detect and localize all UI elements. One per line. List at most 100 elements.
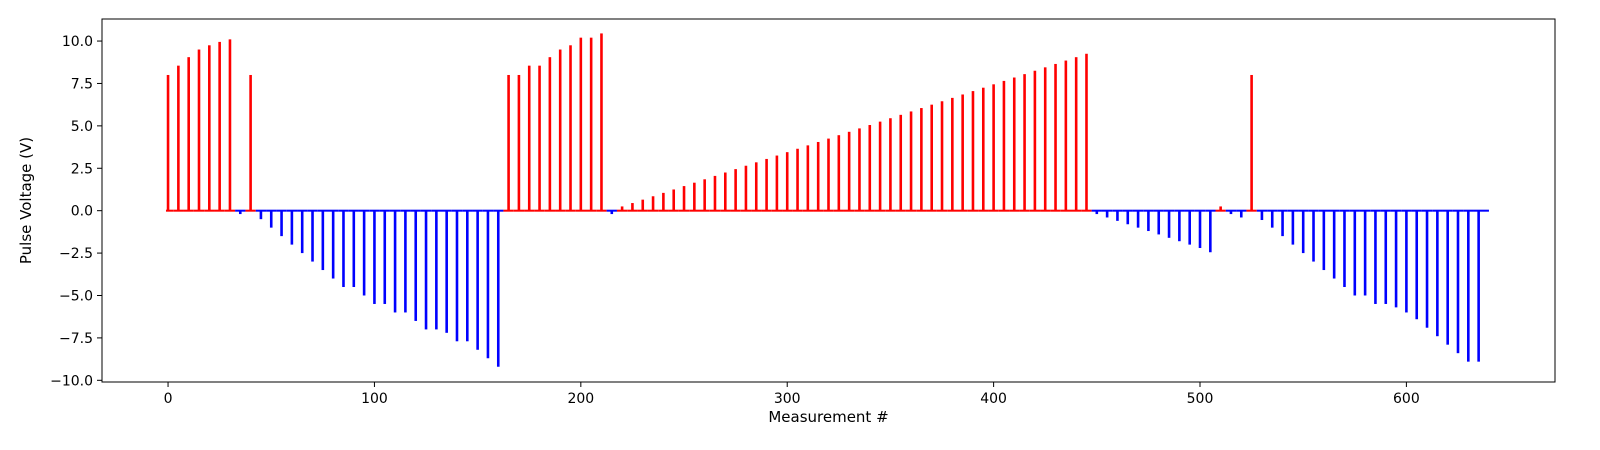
pulse-bar-38 — [558, 49, 562, 211]
pulse-bar-115 — [1353, 210, 1357, 296]
pulse-bar-125 — [1456, 210, 1460, 354]
pulse-bar-43 — [610, 210, 614, 215]
pulse-bar-64 — [827, 138, 830, 211]
pulse-bar-122 — [1425, 210, 1429, 328]
pulse-bar-81 — [1002, 80, 1006, 211]
pulse-bar-106 — [1260, 210, 1264, 221]
y-tick-label-4: 0.0 — [71, 204, 93, 220]
x-tick-label-3: 300 — [774, 391, 801, 407]
pulse-bar-70 — [889, 118, 892, 211]
x-tick-label-5: 500 — [1187, 391, 1214, 407]
pulse-bar-14 — [311, 210, 314, 262]
pulse-bar-100 — [1198, 210, 1202, 248]
pulse-bar-88 — [1074, 57, 1078, 211]
pulse-bar-111 — [1312, 210, 1315, 262]
pulse-bar-37 — [548, 57, 552, 211]
bar-layer — [166, 33, 1480, 367]
pulse-bar-40 — [579, 37, 583, 211]
x-tick-label-2: 200 — [567, 391, 594, 407]
pulse-bar-5 — [218, 41, 221, 211]
pulse-bar-22 — [393, 210, 397, 313]
pulse-bar-0 — [166, 74, 170, 211]
pulse-bar-105 — [1250, 74, 1253, 211]
pulse-bar-63 — [816, 141, 820, 211]
pulse-bar-4 — [208, 45, 211, 211]
pulse-bar-77 — [961, 94, 964, 211]
pulse-bar-97 — [1167, 210, 1171, 238]
pulse-bar-12 — [290, 210, 294, 245]
pulse-bar-94 — [1136, 210, 1140, 228]
y-tick-label-7: 7.5 — [71, 76, 93, 92]
pulse-bar-16 — [331, 210, 335, 279]
pulse-bar-92 — [1116, 210, 1119, 221]
pulse-bar-54 — [724, 172, 727, 211]
pulse-bar-82 — [1012, 77, 1016, 211]
pulse-bar-66 — [847, 131, 851, 211]
y-tick-label-0: −10.0 — [50, 373, 93, 389]
pulse-bar-95 — [1147, 210, 1150, 232]
x-tick-label-1: 100 — [361, 391, 388, 407]
pulse-bar-13 — [300, 210, 304, 254]
pulse-bar-89 — [1085, 53, 1088, 211]
pulse-bar-28 — [455, 210, 459, 342]
pulse-bar-113 — [1332, 210, 1336, 279]
pulse-bar-117 — [1374, 210, 1377, 304]
pulse-bar-56 — [744, 165, 748, 211]
pulse-bar-35 — [527, 65, 531, 211]
pulse-bar-75 — [940, 101, 944, 211]
pulse-bar-25 — [424, 210, 428, 330]
pulse-bar-32 — [496, 210, 500, 367]
pulse-bar-76 — [951, 97, 954, 211]
pulse-bar-118 — [1384, 210, 1388, 304]
pulse-bar-46 — [641, 199, 645, 211]
pulse-bar-123 — [1436, 210, 1439, 337]
pulse-bar-114 — [1343, 210, 1346, 288]
pulse-bar-8 — [249, 74, 252, 211]
pulse-bar-60 — [785, 152, 789, 211]
pulse-bar-31 — [486, 210, 490, 359]
x-axis-label: Measurement # — [768, 408, 888, 426]
y-tick-label-6: 5.0 — [71, 119, 93, 135]
pulse-bar-101 — [1209, 210, 1212, 253]
pulse-bar-57 — [754, 162, 758, 211]
pulse-bar-103 — [1229, 210, 1233, 215]
pulse-bar-74 — [930, 104, 933, 211]
pulse-bar-20 — [373, 210, 376, 304]
pulse-bar-93 — [1126, 210, 1130, 225]
pulse-bar-33 — [507, 74, 510, 211]
y-tick-label-5: 2.5 — [71, 161, 93, 177]
pulse-bar-110 — [1301, 210, 1305, 254]
pulse-bar-15 — [321, 210, 325, 271]
y-tick-label-2: −5.0 — [59, 288, 93, 304]
pulse-bar-11 — [280, 210, 283, 237]
pulse-bar-2 — [187, 57, 190, 211]
pulse-bar-67 — [858, 128, 861, 211]
pulse-bar-61 — [796, 148, 799, 211]
pulse-bar-91 — [1105, 210, 1109, 218]
pulse-bar-69 — [878, 121, 882, 211]
pulse-bar-120 — [1405, 210, 1408, 313]
pulse-bar-29 — [466, 210, 469, 342]
y-axis-ticks: −10.0 −7.5 −5.0 −2.5 0.0 2.5 5.0 7.5 10.0 — [50, 34, 102, 389]
pulse-bar-48 — [662, 192, 665, 211]
pulse-bar-119 — [1394, 210, 1398, 308]
pulse-bar-1 — [177, 65, 180, 211]
pulse-bar-36 — [538, 65, 541, 211]
pulse-bar-80 — [992, 84, 995, 211]
pulse-bar-85 — [1043, 67, 1047, 211]
pulse-bar-59 — [775, 155, 779, 211]
pulse-bar-34 — [517, 74, 521, 211]
pulse-bar-21 — [383, 210, 387, 304]
pulse-bar-104 — [1239, 210, 1243, 218]
pulse-bar-68 — [868, 125, 872, 211]
pulse-bar-98 — [1178, 210, 1181, 242]
pulse-bar-86 — [1054, 63, 1057, 211]
pulse-bar-108 — [1281, 210, 1284, 237]
pulse-bar-121 — [1415, 210, 1419, 320]
pulse-bar-83 — [1023, 74, 1026, 211]
pulse-bar-45 — [631, 203, 634, 211]
pulse-bar-87 — [1064, 60, 1068, 211]
pulse-bar-65 — [837, 135, 841, 211]
y-tick-label-3: −2.5 — [59, 246, 93, 262]
